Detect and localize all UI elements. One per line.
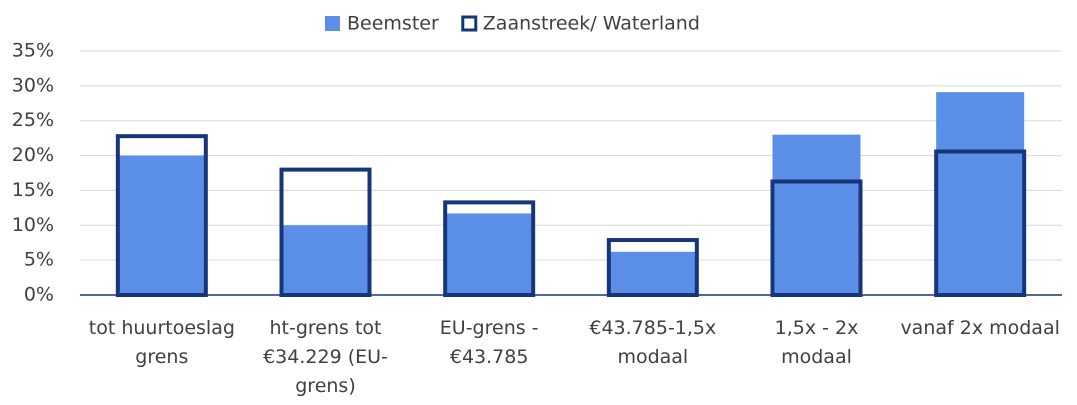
y-tick-label: 20%	[12, 144, 54, 166]
y-tick-label: 0%	[24, 284, 54, 306]
bar	[281, 225, 370, 295]
x-tick-label: tot huurtoeslag grens	[88, 317, 235, 368]
x-tick-label: €43.785-1,5x modaal	[589, 317, 717, 368]
bar	[608, 251, 697, 295]
bar	[772, 134, 861, 295]
y-tick-label: 10%	[12, 214, 54, 236]
x-tick-label: ht-grens tot €34.229 (EU-grens)	[263, 317, 388, 397]
legend-swatch	[325, 16, 340, 31]
y-tick-label: 15%	[12, 179, 54, 201]
bar	[445, 213, 534, 295]
legend-label: Beemster	[347, 13, 439, 35]
legend-swatch	[461, 15, 478, 32]
bar	[936, 92, 1025, 295]
bar	[117, 155, 206, 295]
y-tick-label: 5%	[24, 249, 54, 271]
y-tick-label: 30%	[12, 74, 54, 96]
x-tick-label: vanaf 2x modaal	[900, 317, 1060, 339]
x-tick-label: EU-grens - €43.785	[439, 317, 539, 368]
x-tick-label: 1,5x - 2x modaal	[774, 317, 859, 368]
y-tick-label: 35%	[12, 40, 54, 62]
legend-label: Zaanstreek/ Waterland	[483, 13, 700, 35]
y-tick-label: 25%	[12, 109, 54, 131]
